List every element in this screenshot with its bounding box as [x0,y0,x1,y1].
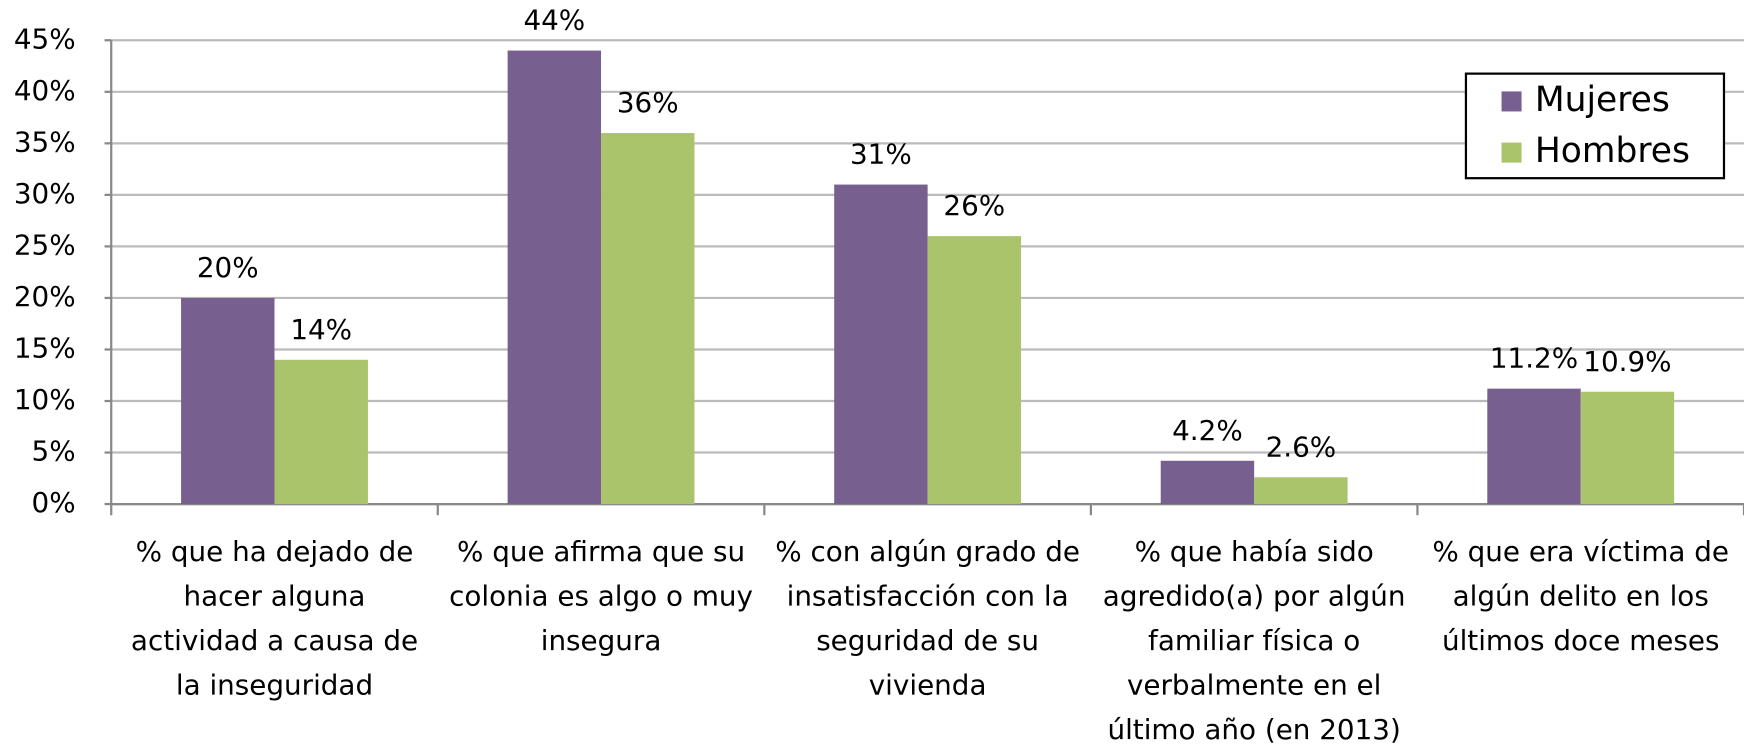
value-label: 4.2% [1172,414,1243,447]
y-tick-label: 10% [14,383,76,416]
x-tick-label-line: % con algún grado de [775,535,1080,568]
value-label: 2.6% [1266,430,1337,463]
x-tick-label-line: hacer alguna [184,580,366,613]
legend-swatch [1501,142,1522,163]
value-label: 44% [523,4,585,37]
x-tick-label-line: la inseguridad [176,668,373,701]
y-tick-label: 45% [14,22,76,55]
bar [1487,388,1581,505]
value-label: 36% [617,86,679,119]
x-tick-label-line: últimos doce meses [1442,624,1719,657]
y-tick-label: 5% [32,435,76,468]
bar [1580,391,1675,505]
value-label: 20% [197,251,259,284]
x-tick-label-line: último año (en 2013) [1107,713,1400,746]
bar [274,359,368,505]
value-label: 10.9% [1583,345,1671,378]
bar [834,184,928,505]
bar [1254,477,1348,505]
y-tick-label: 25% [14,228,76,261]
legend-label: Mujeres [1535,80,1670,120]
value-label: 11.2% [1490,342,1578,375]
x-tick-label-line: familiar física o [1148,624,1360,657]
x-tick-label-line: % que afirma que su [457,535,745,568]
x-tick-label-line: algún delito en los [1453,580,1709,613]
x-tick-label-line: % que era víctima de [1432,535,1729,568]
value-label: 26% [943,189,1005,222]
x-tick-label: % con algún grado de insatisfacción con l… [775,535,1080,701]
legend-label: Hombres [1535,131,1690,171]
x-tick-label-line: insegura [541,624,662,657]
bar [507,50,602,505]
x-tick-label-line: verbalmente en el [1127,668,1381,701]
y-tick-label: 15% [14,331,76,364]
bar [1160,460,1255,505]
x-tick-label: % que era víctima de algún delito en los ú… [1432,535,1729,657]
x-tick-label-line: % que ha dejado de [136,535,414,568]
x-tick-label-line: insatisfacción con la [787,580,1069,613]
value-label: 14% [290,313,352,346]
y-tick-label: 40% [14,74,76,107]
value-label: 31% [850,138,912,171]
bar [181,297,275,505]
x-tick-label-line: seguridad de su [816,624,1039,657]
y-tick-label: 30% [14,177,76,210]
bar [927,236,1022,505]
x-tick-label-line: agredido(a) por algún [1103,580,1406,613]
legend-box [1464,72,1726,180]
x-tick-label-line: colonia es algo o muy [449,580,753,613]
y-tick-label: 35% [14,125,76,158]
y-tick-label: 0% [32,486,76,519]
x-tick-label-line: actividad a causa de [131,624,418,657]
x-tick-label: % que había sido agredido(a) por algún fam… [1103,535,1406,746]
x-tick-label: % que afirma que su colonia es algo o muy… [449,535,753,657]
legend-swatch [1501,91,1522,112]
x-tick-label: % que ha dejado de hacer alguna actividad … [131,535,418,701]
bar [601,133,695,505]
x-tick-label-line: vivienda [869,668,987,701]
y-tick-label: 20% [14,280,76,313]
x-tick-label-line: % que había sido [1135,535,1374,568]
